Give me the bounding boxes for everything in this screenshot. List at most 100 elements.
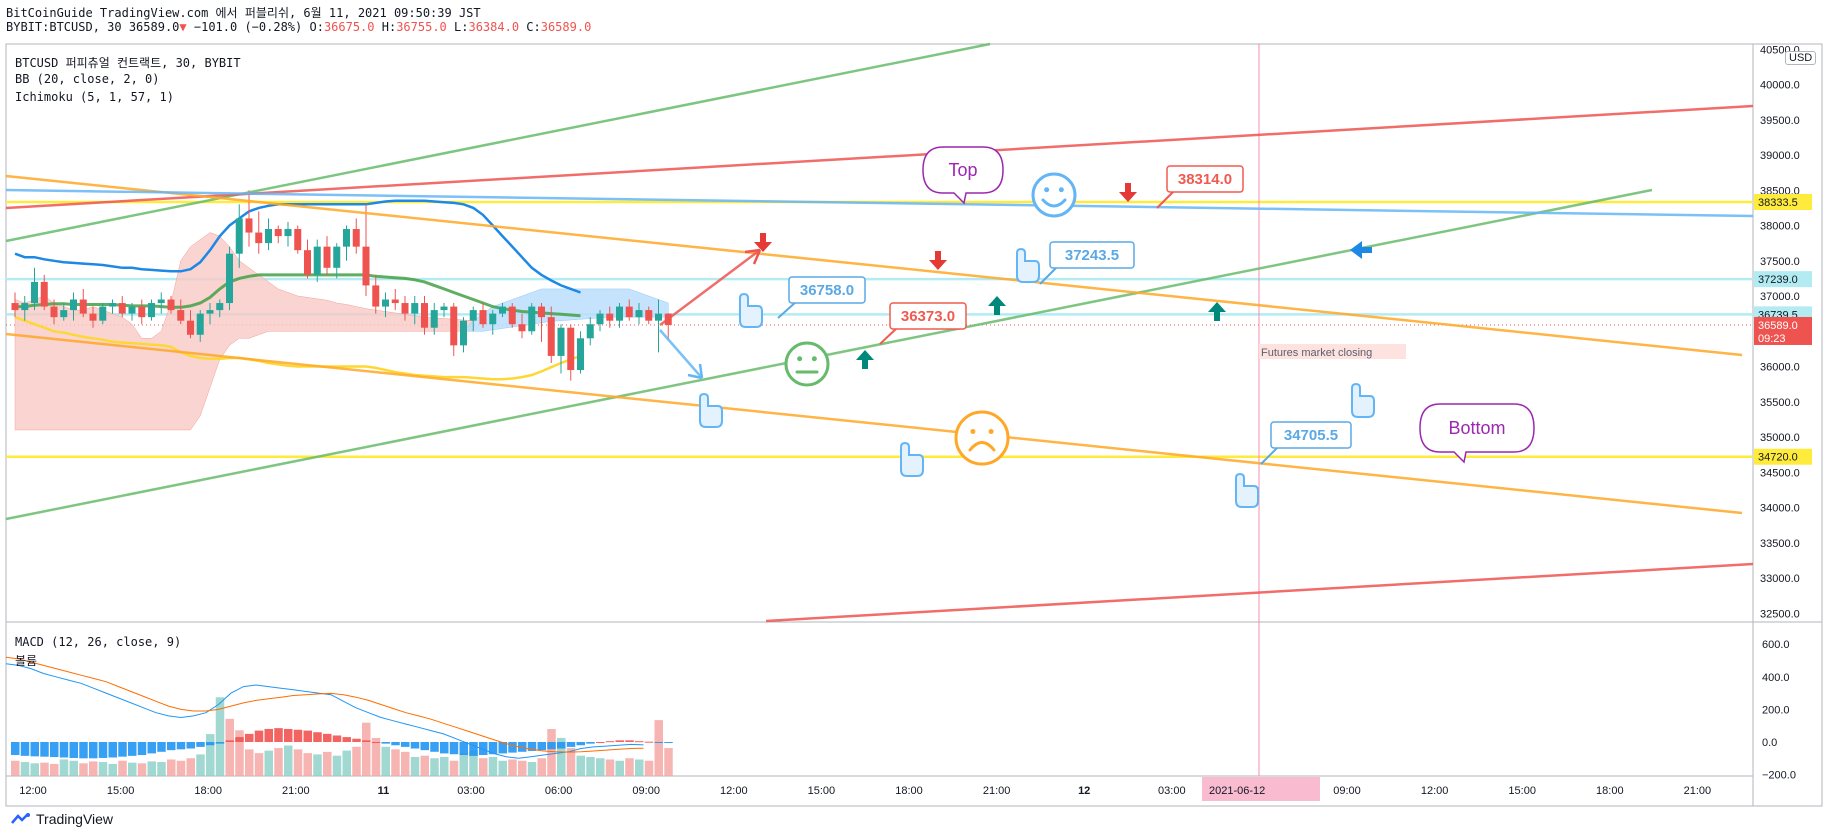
- smiley-face-icon[interactable]: [1031, 172, 1077, 218]
- volume-bar: [157, 762, 166, 776]
- volume-bar: [391, 749, 400, 776]
- macd-hist-bar: [69, 742, 78, 758]
- macd-hist-bar: [40, 742, 49, 757]
- arrow-up-green-1-icon[interactable]: [988, 296, 1006, 315]
- hand-pointer-2-icon[interactable]: [739, 292, 763, 328]
- y-tick-label: 32500.0: [1760, 608, 1800, 620]
- macd-hist-bar: [30, 742, 39, 757]
- macd-hist-bar: [342, 737, 351, 742]
- macd-hist-bar: [332, 735, 342, 742]
- macd-hist-bar: [508, 742, 517, 753]
- trendline-red-lower[interactable]: [765, 562, 1754, 623]
- balloon-text: Top: [948, 160, 977, 180]
- arrow-down-red-1-icon[interactable]: [754, 233, 772, 252]
- macd-hist-bar: [371, 742, 381, 743]
- sad-face-icon[interactable]: [954, 410, 1010, 466]
- y-tick-label: 34000.0: [1760, 503, 1800, 515]
- volume-bar: [128, 762, 137, 776]
- price-tag-38333.5: 38333.5: [1754, 193, 1812, 210]
- price-label-34705[interactable]: 34705.5: [1260, 421, 1352, 465]
- macd-hist-bar: [605, 741, 615, 743]
- hand-pointer-1-icon[interactable]: [699, 392, 723, 428]
- macd-hist-bar: [518, 742, 527, 752]
- open-label: O:: [309, 20, 324, 34]
- volume-bar: [566, 748, 576, 776]
- macd-hist-bar: [410, 742, 420, 749]
- candle-body: [128, 306, 136, 314]
- candle-body: [138, 306, 146, 318]
- candle-body: [148, 303, 155, 318]
- trendline-green-upper[interactable]: [5, 42, 991, 243]
- volume-bar: [284, 745, 293, 776]
- trendline-orange-lower[interactable]: [5, 332, 1743, 515]
- volume-bar: [254, 753, 264, 776]
- trendline-red-upper[interactable]: [5, 104, 1754, 210]
- macd-hist-bar: [284, 728, 293, 742]
- candle-body: [255, 232, 263, 244]
- macd-hist-bar: [635, 741, 644, 743]
- low-label: L:: [454, 20, 469, 34]
- x-tick-label: 12:00: [19, 785, 47, 797]
- macd-hist-bar: [118, 742, 127, 757]
- candle-body: [411, 303, 419, 314]
- candle-body: [372, 285, 380, 307]
- arrow-left-blue-icon[interactable]: [1350, 241, 1372, 259]
- hand-pointer-4-icon[interactable]: [900, 441, 924, 477]
- price-tag-text: 36589.0: [1758, 320, 1798, 332]
- arrow-up-green-2-icon[interactable]: [856, 350, 874, 369]
- balloon-bottom[interactable]: Bottom: [1419, 403, 1535, 464]
- price-tag-36589.0: 36589.009:23: [1754, 316, 1812, 345]
- volume-bar: [30, 763, 39, 776]
- legend-ichimoku: Ichimoku (5, 1, 57, 1): [15, 90, 174, 104]
- face-eye-right: [988, 429, 994, 434]
- forecast-arrow-down[interactable]: [659, 329, 703, 379]
- volume-bar: [274, 748, 283, 776]
- macd-hist-bar: [79, 742, 88, 759]
- neutral-face-icon[interactable]: [784, 341, 830, 387]
- candle-body: [479, 310, 487, 325]
- trendline-blue[interactable]: [5, 188, 1754, 218]
- macd-hist-bar: [264, 728, 273, 742]
- candle-body: [89, 313, 97, 321]
- currency-badge[interactable]: USD: [1785, 51, 1817, 65]
- trendline-orange-upper[interactable]: [5, 174, 1743, 357]
- arrow-up-green-3-icon[interactable]: [1208, 302, 1226, 321]
- face-outline: [954, 410, 1010, 466]
- macd-y-tick-label: 400.0: [1762, 672, 1790, 684]
- y-tick-label: 37500.0: [1760, 256, 1800, 268]
- forecast-arrow-up[interactable]: [659, 249, 761, 326]
- price-label-36373[interactable]: 36373.0: [879, 302, 967, 345]
- futures-note[interactable]: Futures market closing: [1259, 344, 1406, 359]
- hand-pointer-3-icon[interactable]: [1016, 247, 1040, 283]
- chart-frame: [5, 43, 1823, 807]
- legend-bb: BB (20, close, 2, 0): [15, 72, 160, 86]
- trendline-green-lower[interactable]: [5, 188, 1653, 521]
- candle-body: [294, 229, 302, 251]
- hand-pointer-6-icon[interactable]: [1351, 382, 1375, 418]
- macd-hist-bar: [401, 742, 410, 747]
- candle-body: [245, 218, 253, 233]
- balloon-top[interactable]: Top: [922, 146, 1004, 205]
- hand-pointer-5-icon[interactable]: [1235, 472, 1259, 508]
- arrow-down-red-3-icon[interactable]: [1119, 183, 1137, 202]
- tradingview-footer[interactable]: TradingView: [10, 811, 113, 827]
- x-tick-label: 15:00: [1508, 785, 1536, 797]
- candle-body: [430, 310, 438, 328]
- arrow-down-red-2-icon[interactable]: [929, 251, 947, 270]
- candle-body: [655, 313, 662, 321]
- volume-bar: [206, 734, 215, 776]
- candle-body: [109, 303, 116, 307]
- price-label-38314[interactable]: 38314.0: [1156, 165, 1244, 209]
- volume-bar: [20, 762, 30, 776]
- price-label-37243[interactable]: 37243.5: [1039, 241, 1135, 285]
- price-label-36758[interactable]: 36758.0: [777, 276, 866, 319]
- label-pointer: [1156, 189, 1176, 209]
- volume-bar: [518, 760, 527, 776]
- label-box: [1049, 241, 1135, 269]
- volume-bar: [615, 760, 624, 776]
- hand-shape: [699, 392, 723, 428]
- macd-hist-bar: [537, 742, 546, 751]
- x-tick-label: 06:00: [545, 785, 573, 797]
- volume-bar: [40, 762, 49, 776]
